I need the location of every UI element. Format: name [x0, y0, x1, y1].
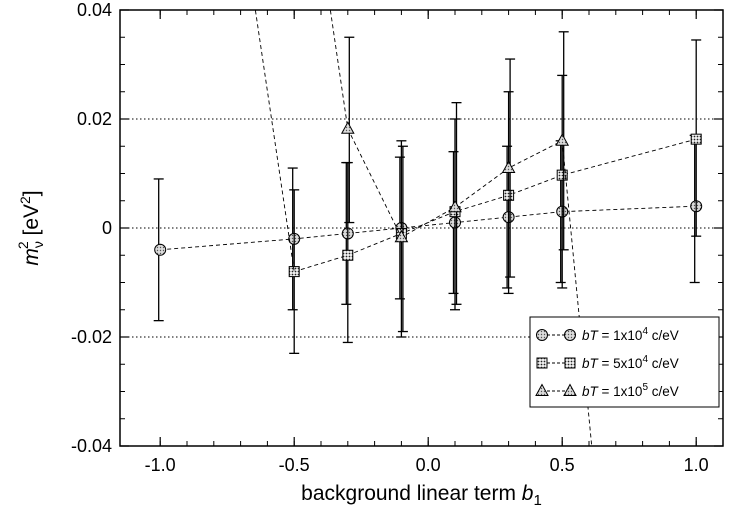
series-line-extension: [561, 140, 593, 446]
legend-label: bT = 5x104 c/eV: [582, 354, 679, 371]
data-point: [342, 249, 354, 261]
series-line-extension: [329, 10, 349, 129]
legend: bT = 1x104 c/eV bT = 5x104 c/eV bT = 1x105…: [529, 316, 720, 408]
data-point: [503, 189, 515, 201]
x-tick-label: -0.5: [279, 455, 310, 475]
data-point: [340, 121, 355, 134]
x-tick-label: 0.5: [550, 455, 575, 475]
legend-marker-right: [563, 383, 577, 396]
data-point: [154, 243, 167, 256]
x-tick-label: 0.0: [416, 455, 441, 475]
legend-box: [529, 316, 720, 408]
legend-marker-right: [564, 329, 576, 341]
legend-marker-left: [536, 357, 548, 369]
series-line-extension: [254, 10, 295, 272]
x-tick-label: 1.0: [684, 455, 709, 475]
y-tick-label: 0.04: [77, 0, 112, 20]
series-line: [294, 138, 697, 273]
data-point: [690, 133, 702, 145]
x-axis-label: background linear term b1: [301, 482, 542, 509]
data-point: [448, 199, 462, 213]
x-tick-label: -1.0: [145, 455, 176, 475]
legend-entry: bT = 5x104 c/eV: [536, 354, 679, 371]
legend-marker-left: [535, 383, 549, 396]
series-line: [160, 205, 697, 251]
data-point: [501, 160, 516, 174]
series-circle: [153, 134, 703, 322]
data-point: [288, 266, 300, 278]
series-square: [288, 39, 702, 355]
y-tick-label: -0.02: [71, 327, 112, 347]
y-axis-label: mν2 [eV2]: [15, 190, 46, 265]
data-point: [556, 169, 568, 181]
legend-entry: bT = 1x105 c/eV: [535, 382, 679, 399]
legend-entry: bT = 1x104 c/eV: [536, 326, 679, 343]
plot-area: [153, 10, 703, 446]
data-point: [555, 133, 570, 146]
legend-label: bT = 1x104 c/eV: [582, 326, 679, 343]
y-tick-label: -0.04: [71, 436, 112, 456]
legend-label: bT = 1x105 c/eV: [582, 382, 679, 399]
series-triangle: [254, 10, 593, 446]
data-point: [394, 229, 409, 243]
y-tick-label: 0: [102, 218, 112, 238]
legend-marker-left: [536, 329, 548, 341]
legend-marker-right: [564, 357, 576, 369]
y-tick-label: 0.02: [77, 109, 112, 129]
gridlines: [120, 118, 723, 338]
